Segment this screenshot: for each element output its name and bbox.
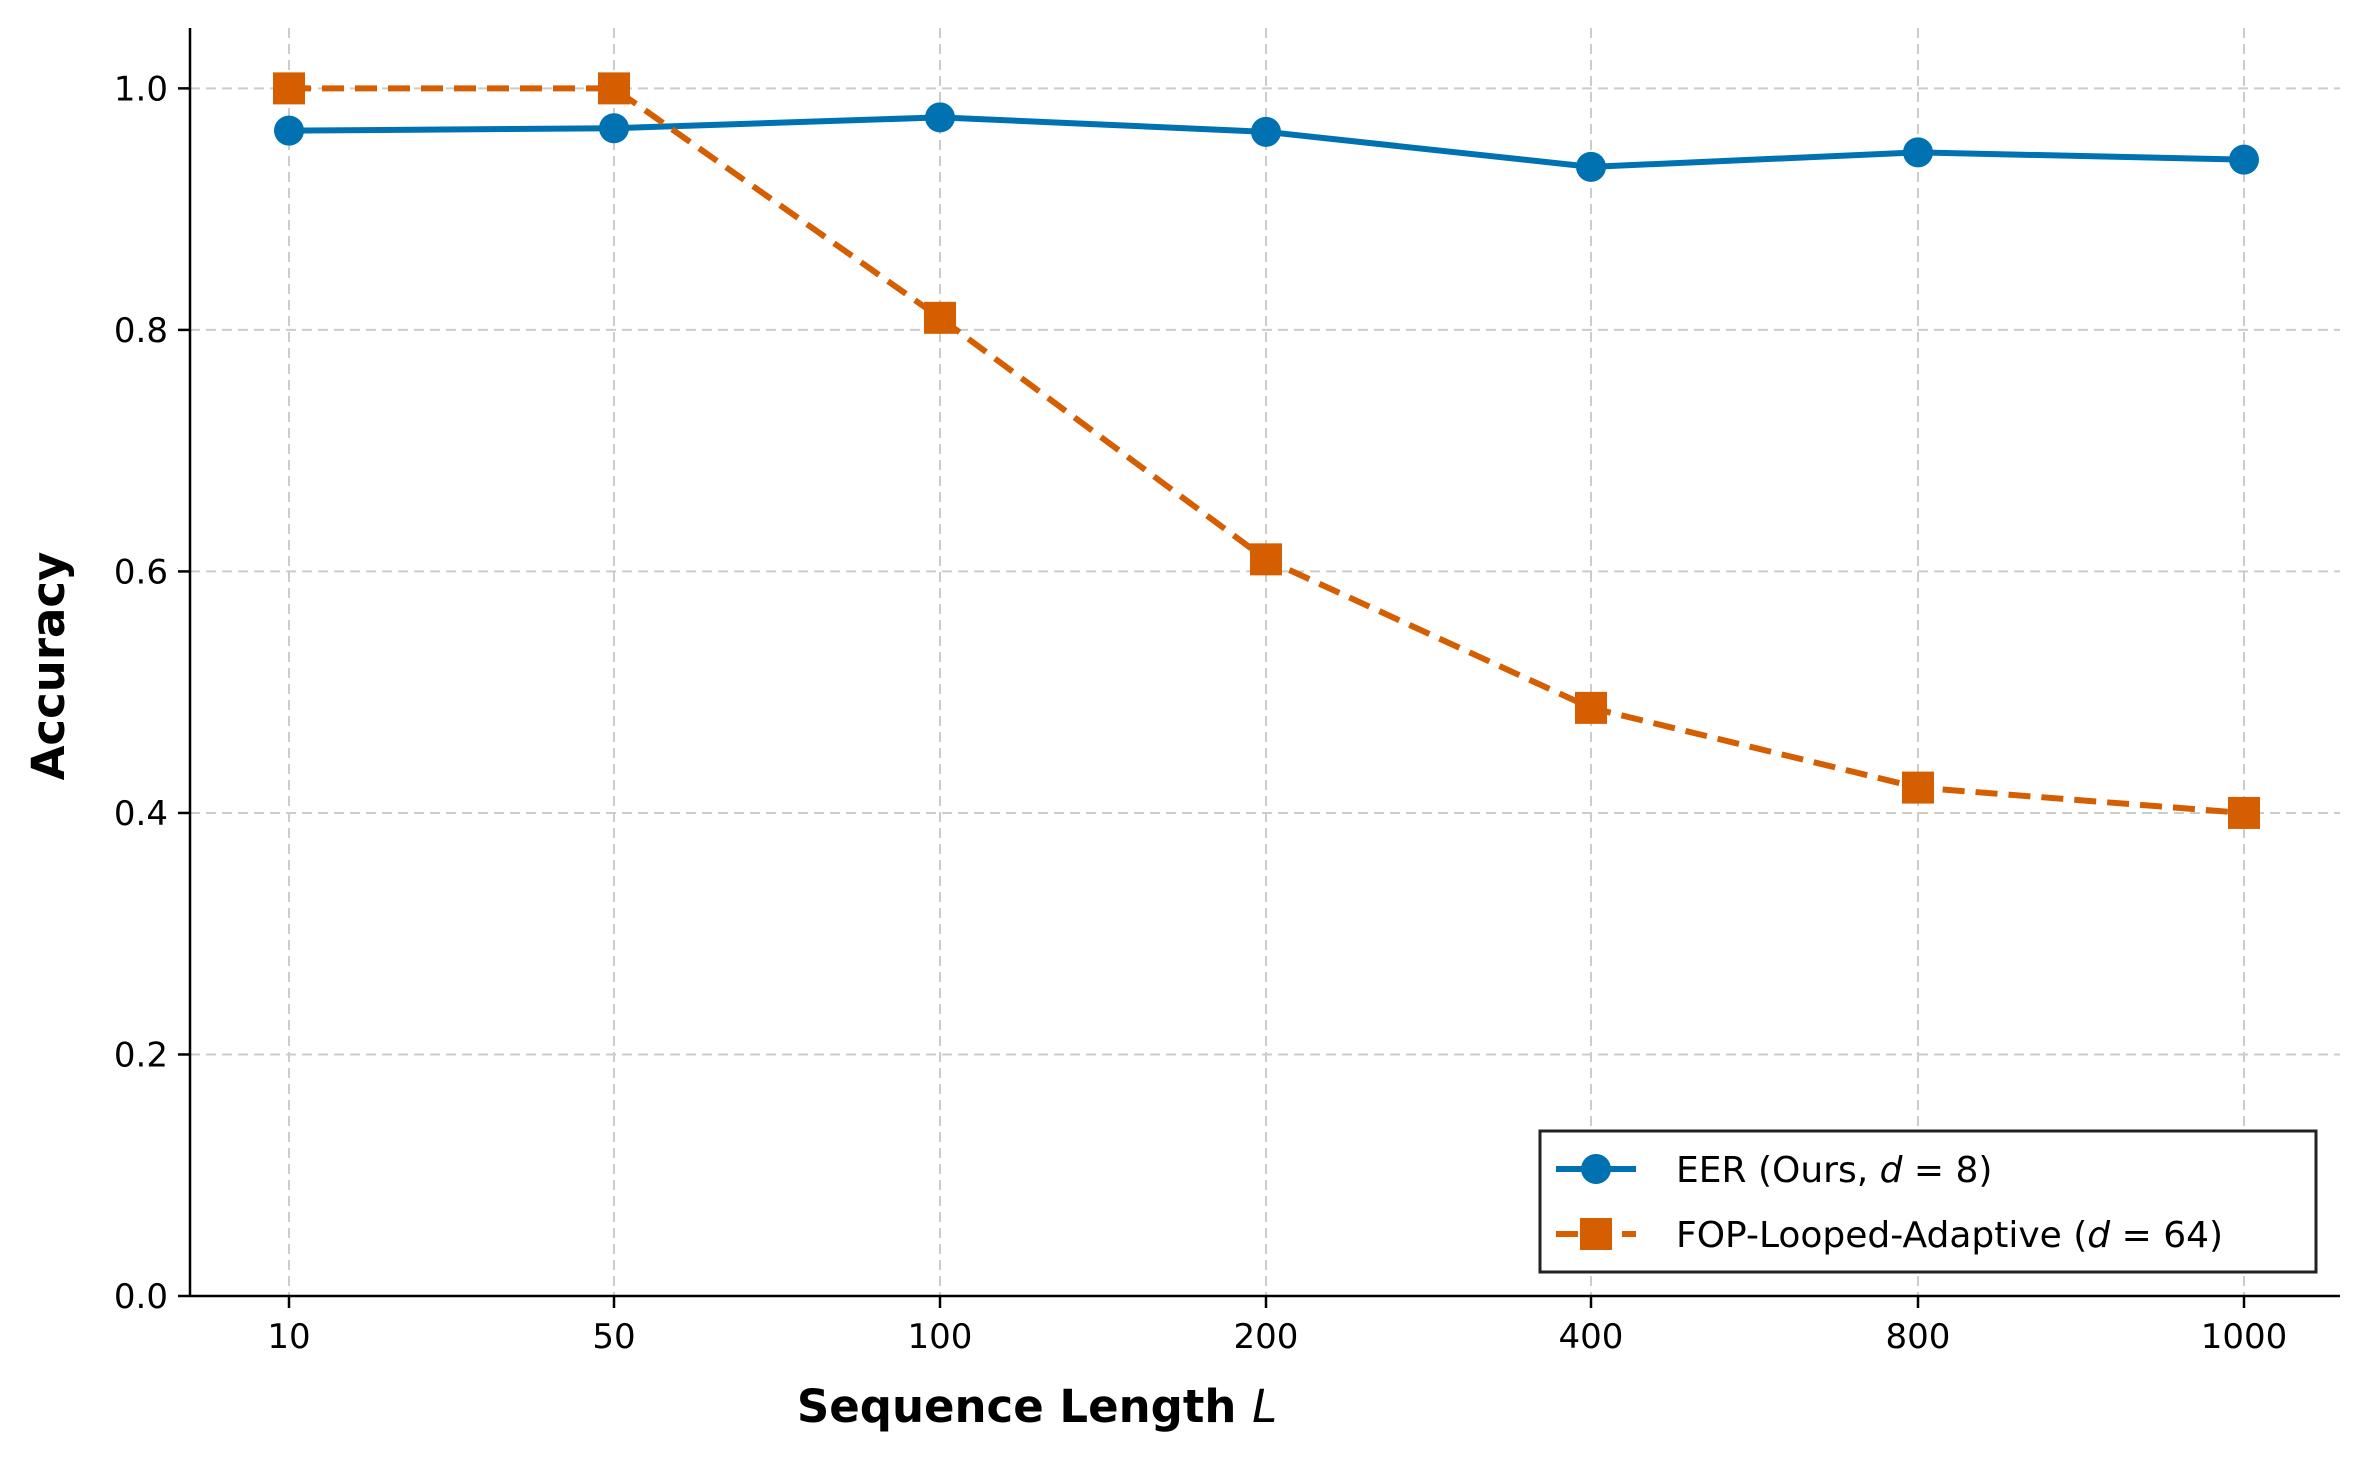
data-point <box>1903 137 1933 168</box>
data-point <box>599 113 629 144</box>
y-tick-label: 1.0 <box>114 69 168 109</box>
grid-lines <box>190 28 2340 1297</box>
data-point <box>1250 543 1282 576</box>
legend-label: FOP-Looped-Adaptive (d = 64) <box>1676 1215 2223 1256</box>
legend-label: EER (Ours, d = 8) <box>1676 1150 1992 1191</box>
x-tick-label: 400 <box>1559 1317 1624 1357</box>
x-tick-label: 200 <box>1234 1317 1299 1357</box>
x-tick-label: 10 <box>267 1317 310 1357</box>
data-point <box>598 72 630 105</box>
legend: EER (Ours, d = 8) FOP-Looped-Adaptive (d … <box>1538 1129 2318 1274</box>
y-tick-label: 0.4 <box>114 794 168 834</box>
legend-label-value: = 8) <box>1902 1150 1992 1191</box>
x-tick-label: 800 <box>1886 1317 1951 1357</box>
data-point <box>1575 691 1607 724</box>
data-point <box>1251 116 1281 147</box>
series-2 <box>273 72 2260 829</box>
data-point <box>273 72 305 105</box>
data-point <box>2228 796 2260 829</box>
x-axis-label-variable: L <box>1252 1380 1277 1433</box>
legend-box <box>1538 1129 2318 1274</box>
data-point <box>924 301 956 334</box>
legend-entry-2: FOP-Looped-Adaptive (d = 64) <box>1556 1215 2223 1256</box>
data-point <box>1576 151 1606 182</box>
x-axis-label: Sequence Length L <box>797 1380 1277 1433</box>
data-series <box>273 72 2260 829</box>
y-axis-label: Accuracy <box>22 552 75 781</box>
x-tick-label: 1000 <box>2201 1317 2288 1357</box>
y-tick-label: 0.0 <box>114 1277 168 1317</box>
y-tick-label: 0.2 <box>114 1035 168 1075</box>
data-point <box>925 102 955 133</box>
legend-label-variable: d <box>2087 1215 2111 1256</box>
legend-label-variable: d <box>1880 1150 1904 1191</box>
legend-marker <box>1580 1218 1612 1250</box>
y-tick-label: 0.8 <box>114 311 168 351</box>
x-axis-label-text: Sequence Length <box>797 1380 1252 1433</box>
legend-entry-1: EER (Ours, d = 8) <box>1556 1150 1992 1191</box>
x-tick-label: 50 <box>592 1317 635 1357</box>
tick-labels: 0.0 0.2 0.4 0.6 0.8 1.0 10 50 100 200 400 800 1000 <box>114 69 2287 1357</box>
axes <box>178 28 2340 1308</box>
legend-label-value: = 64) <box>2110 1215 2223 1256</box>
y-tick-label: 0.6 <box>114 552 168 592</box>
data-point <box>2229 144 2259 175</box>
x-tick-label: 100 <box>908 1317 973 1357</box>
legend-marker <box>1581 1154 1611 1184</box>
series-1 <box>274 102 2259 182</box>
legend-label-text: FOP-Looped-Adaptive ( <box>1676 1215 2087 1256</box>
legend-label-text: EER (Ours, <box>1676 1150 1880 1191</box>
data-point <box>1902 771 1934 804</box>
data-point <box>274 115 304 146</box>
